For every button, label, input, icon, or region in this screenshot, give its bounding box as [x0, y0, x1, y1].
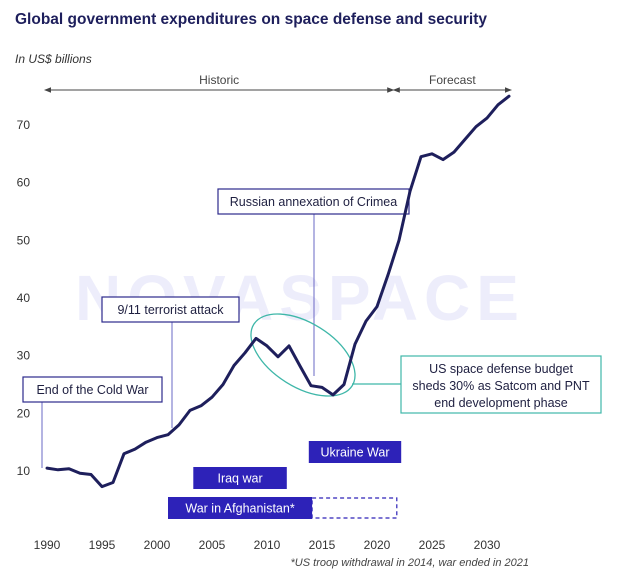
event-bar — [308, 441, 402, 463]
callout-line: sheds 30% as Satcom and PNT — [412, 379, 590, 393]
annotation-label: Russian annexation of Crimea — [230, 195, 397, 209]
data-point — [221, 383, 225, 386]
annotation-box — [22, 376, 163, 403]
data-point — [397, 239, 401, 242]
data-point — [188, 409, 192, 412]
data-point — [419, 155, 423, 158]
data-point — [287, 344, 291, 348]
period-label-historic: Historic — [199, 73, 239, 87]
x-tick-label: 2020 — [364, 538, 391, 552]
data-point — [232, 364, 236, 367]
data-point — [507, 95, 511, 98]
x-tick-label: 2030 — [474, 538, 501, 552]
x-tick-label: 2000 — [144, 538, 171, 552]
event-bar-label: Iraq war — [217, 472, 262, 486]
data-point — [496, 103, 500, 107]
event-bar-label: Ukraine War — [321, 446, 390, 460]
data-point — [155, 436, 159, 439]
data-point — [452, 150, 456, 154]
y-tick-label: 30 — [17, 349, 31, 363]
callout-box — [400, 355, 602, 414]
data-point — [386, 273, 390, 277]
callout-line: end development phase — [434, 396, 567, 410]
chart-subtitle: In US$ billions — [15, 52, 92, 66]
data-point — [342, 383, 346, 386]
data-point — [485, 116, 489, 120]
data-point — [177, 423, 181, 427]
data-point — [441, 158, 445, 161]
event-bar — [193, 467, 287, 489]
event-bar — [168, 497, 313, 519]
data-point — [67, 467, 71, 470]
data-point — [122, 452, 126, 455]
x-tick-label: 2025 — [419, 538, 446, 552]
annotation-label: 9/11 terrorist attack — [117, 303, 224, 317]
data-point — [265, 344, 269, 348]
annotation-label: End of the Cold War — [36, 383, 148, 397]
y-tick-label: 60 — [17, 176, 31, 190]
data-point — [353, 342, 357, 346]
x-tick-label: 2005 — [199, 538, 226, 552]
data-point — [78, 472, 82, 475]
y-tick-label: 70 — [17, 118, 31, 132]
annotation-box — [101, 296, 240, 323]
data-point — [144, 441, 148, 444]
chart-footnote: *US troop withdrawal in 2014, war ended … — [290, 557, 529, 569]
data-point — [298, 364, 302, 368]
data-point — [320, 386, 324, 389]
data-point — [254, 337, 258, 340]
y-tick-label: 10 — [17, 464, 31, 478]
data-point — [166, 433, 170, 436]
data-point — [364, 319, 368, 323]
event-bar-extension — [311, 497, 398, 519]
chart-title: Global government expenditures on space … — [15, 11, 488, 28]
data-point — [243, 351, 247, 354]
callout-line: US space defense budget — [429, 362, 573, 376]
data-point — [408, 190, 412, 193]
data-point — [331, 393, 335, 397]
data-point — [89, 473, 93, 476]
y-tick-label: 20 — [17, 406, 31, 420]
data-point — [100, 485, 104, 488]
annotation-box — [217, 188, 410, 215]
x-tick-label: 1995 — [89, 538, 116, 552]
highlight-ellipse — [250, 313, 356, 397]
data-point — [309, 384, 313, 387]
data-point — [276, 355, 280, 358]
x-tick-label: 2010 — [254, 538, 281, 552]
event-bar-label: War in Afghanistan* — [185, 502, 294, 516]
data-point — [474, 125, 478, 128]
data-point — [111, 481, 115, 484]
data-point — [45, 466, 49, 470]
data-point — [375, 305, 379, 308]
data-point — [430, 152, 434, 155]
y-tick-label: 50 — [17, 233, 31, 247]
data-point — [56, 468, 60, 471]
y-tick-label: 40 — [17, 291, 31, 305]
x-tick-label: 1990 — [34, 538, 61, 552]
data-point — [199, 404, 203, 407]
period-label-forecast: Forecast — [429, 73, 476, 87]
data-point — [463, 138, 467, 141]
x-tick-label: 2015 — [309, 538, 336, 552]
data-point — [133, 447, 137, 451]
data-point — [210, 396, 214, 399]
